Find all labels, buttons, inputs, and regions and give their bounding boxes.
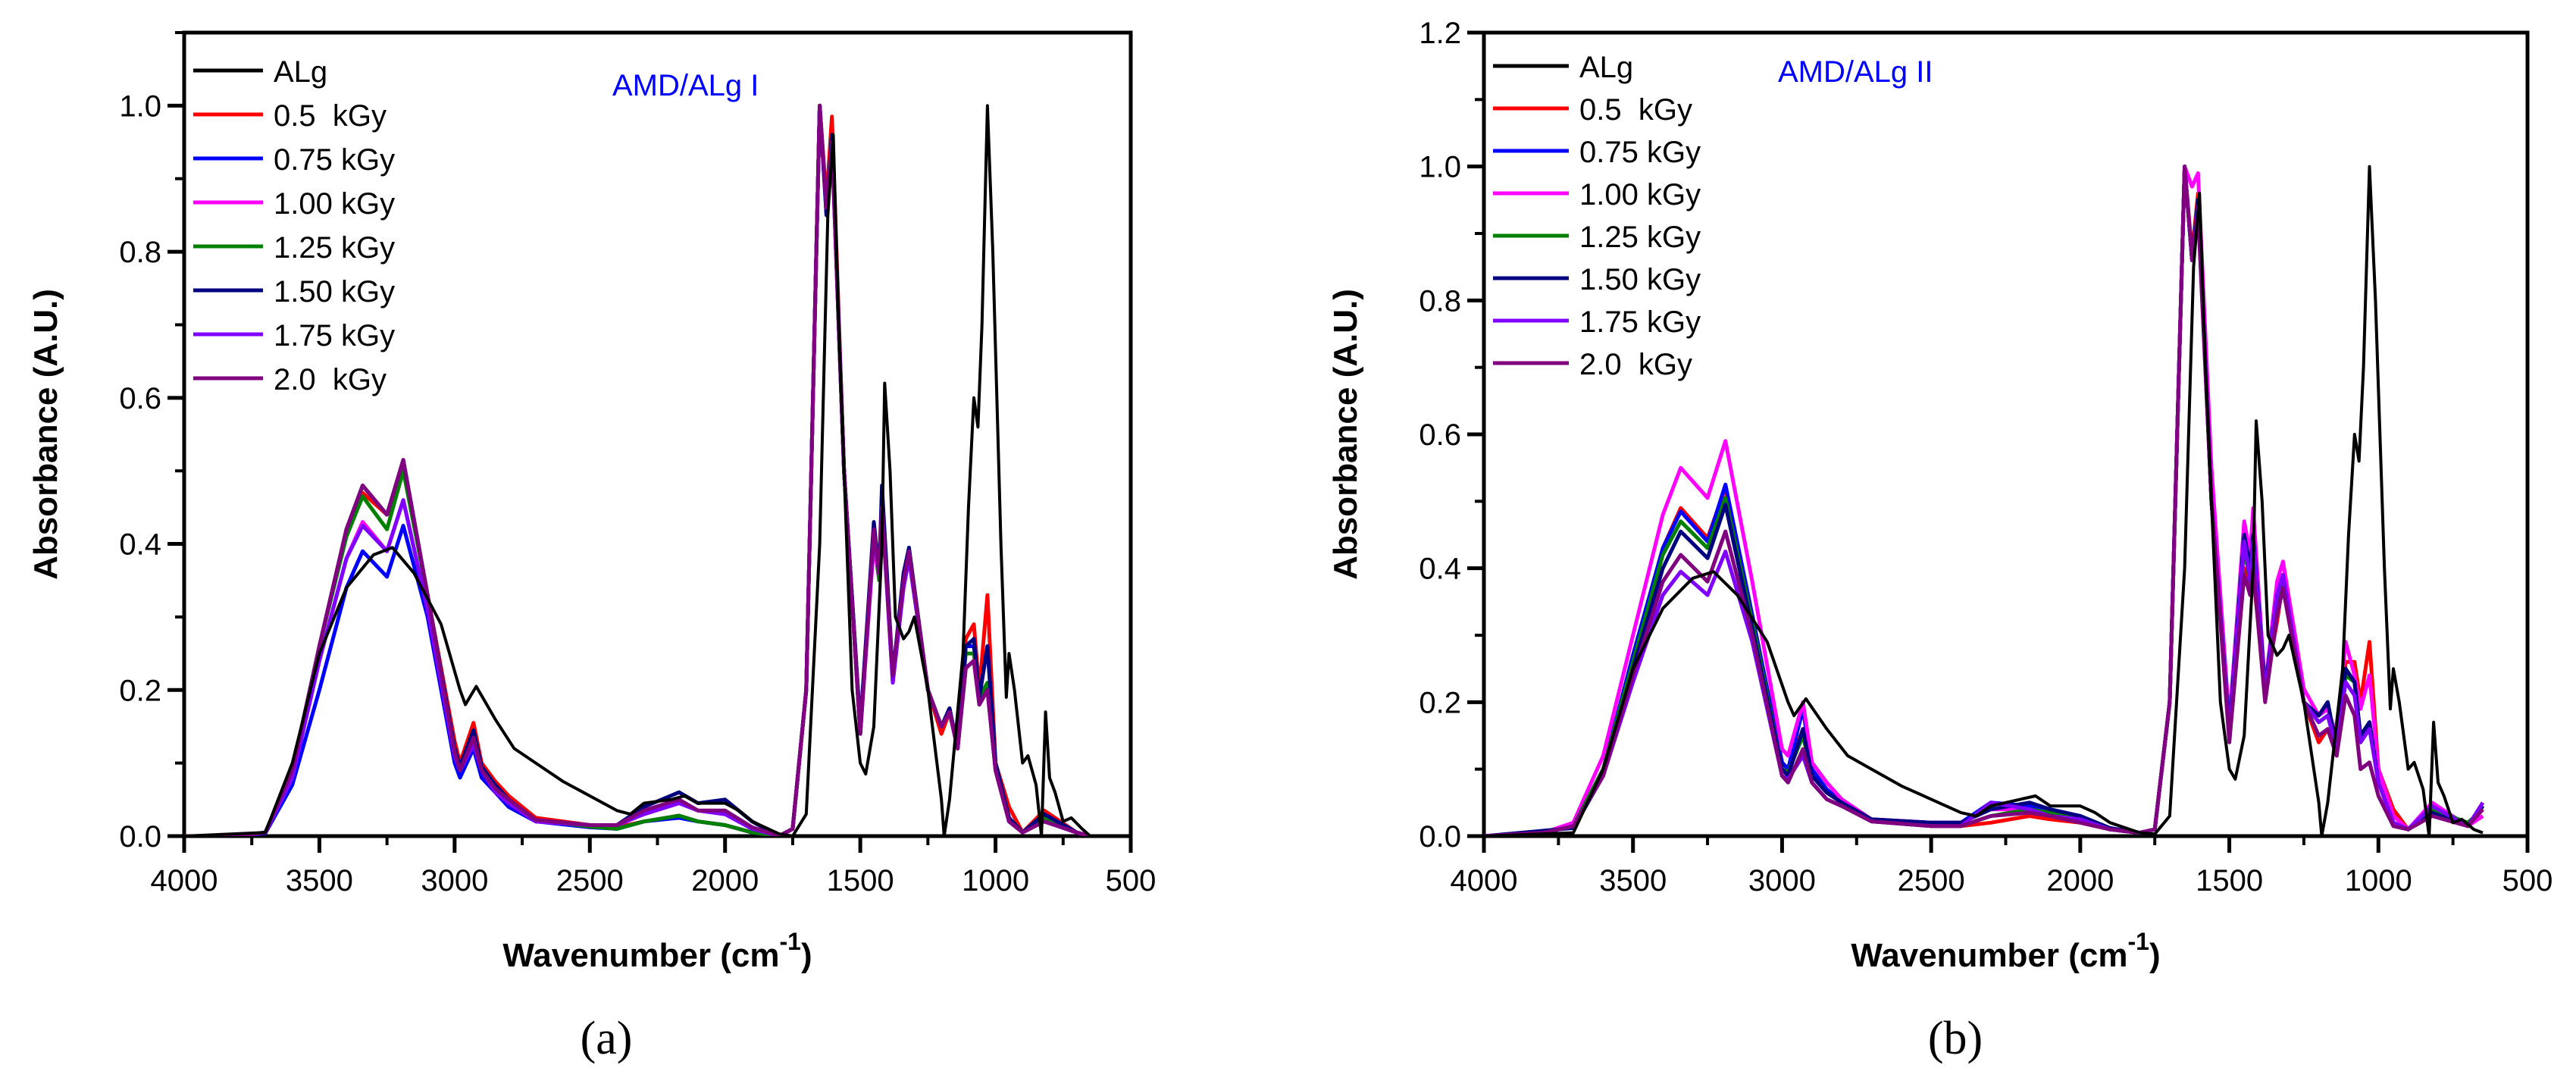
chart-annotation: AMD/ALg I: [612, 69, 759, 102]
series-line-ALg: [184, 104, 1091, 836]
y-tick-label: 0.2: [1419, 686, 1461, 719]
series-line-2_0-kGy: [1484, 164, 2484, 836]
x-axis-title-text: Wavenumber (cm: [1851, 937, 2127, 974]
y-tick-label: 1.0: [1419, 151, 1461, 184]
y-tick-label: 0.4: [1419, 553, 1461, 586]
x-tick-label: 3500: [1599, 864, 1667, 897]
legend-label: 1.75 kGy: [1579, 305, 1701, 339]
x-tick-label: 500: [2502, 864, 2553, 897]
y-tick-label: 0.4: [119, 528, 161, 562]
legend-label: 1.25 kGy: [1579, 221, 1701, 254]
legend-label: 1.00 kGy: [1579, 178, 1701, 211]
y-tick-label: 0.0: [119, 820, 161, 854]
x-axis-title-text: Wavenumber (cm: [502, 937, 779, 974]
legend-label: 1.50 kGy: [274, 275, 395, 309]
y-tick-label: 1.0: [119, 89, 161, 123]
series-line-2_0-kGy: [184, 103, 1091, 836]
series-group: [1484, 164, 2485, 836]
x-tick-label: 1000: [2345, 864, 2412, 897]
legend-label: 1.25 kGy: [274, 231, 395, 265]
series-line-ALg: [1484, 164, 2484, 836]
x-tick-label: 1000: [962, 864, 1029, 897]
legend: ALg 0.5 kGy 0.75 kGy 1.00 kGy 1.25 kGy 1.50 k…: [1493, 51, 1701, 381]
legend-label: 1.50 kGy: [1579, 263, 1701, 296]
x-tick-label: 4000: [151, 864, 218, 897]
legend-label: 1.75 kGy: [274, 319, 395, 352]
y-tick-label: 1.2: [1419, 17, 1461, 50]
legend-label: 0.5 kGy: [274, 99, 387, 133]
x-tick-label: 4000: [1451, 864, 1518, 897]
x-axis-title-paren: ): [801, 937, 812, 974]
chart-annotation: AMD/ALg II: [1778, 55, 1933, 89]
x-axis-title-superscript: -1: [780, 928, 801, 955]
y-axis-title: Absorbance (A.U.): [1327, 289, 1364, 580]
y-axis-title: Absorbance (A.U.): [27, 289, 64, 580]
chart-panel-b: 4000 3500 3000 2500 2000 1500 1000 500 0.0 0.2 0.4…: [1327, 17, 2553, 974]
legend-label: 0.75 kGy: [274, 143, 395, 177]
series-group: [184, 103, 1091, 836]
x-tick-label: 3000: [421, 864, 488, 897]
legend-label: 0.75 kGy: [1579, 136, 1701, 169]
panel-label-b: (b): [1927, 1013, 1983, 1064]
y-tick-label: 0.2: [119, 674, 161, 707]
chart-panel-a: 4000 3500 3000 2500 2000 1500 1000 500 0.0 0.2 0.4…: [27, 30, 1157, 974]
legend: ALg 0.5 kGy 0.75 kGy 1.00 kGy 1.25 kGy 1.50 k…: [193, 55, 395, 396]
x-axis-title-paren: ): [2149, 937, 2161, 974]
x-axis-title: Wavenumber (cm-1): [1851, 928, 2160, 974]
legend-label: ALg: [1579, 51, 1633, 84]
x-tick-label: 2000: [2046, 864, 2114, 897]
y-tick-label: 0.0: [1419, 820, 1461, 854]
x-tick-label: 3000: [1748, 864, 1816, 897]
x-axis-title: Wavenumber (cm-1): [502, 928, 812, 974]
x-tick-label: 2500: [1898, 864, 1965, 897]
y-tick-label: 0.8: [119, 236, 161, 269]
x-axis-title-superscript: -1: [2128, 928, 2149, 955]
legend-label: 2.0 kGy: [1579, 348, 1692, 381]
y-tick-label: 0.6: [1419, 418, 1461, 452]
x-tick-label: 1500: [827, 864, 894, 897]
x-tick-label: 2000: [691, 864, 759, 897]
x-tick-label: 500: [1106, 864, 1157, 897]
panel-label-a: (a): [580, 1013, 633, 1064]
legend-label: 0.5 kGy: [1579, 93, 1692, 127]
y-tick-label: 0.6: [119, 382, 161, 415]
legend-label: 1.00 kGy: [274, 187, 395, 221]
x-tick-label: 1500: [2196, 864, 2263, 897]
y-tick-label: 0.8: [1419, 284, 1461, 318]
legend-label: 2.0 kGy: [274, 363, 387, 396]
legend-label: ALg: [274, 55, 327, 89]
x-tick-label: 3500: [286, 864, 353, 897]
x-tick-label: 2500: [556, 864, 624, 897]
